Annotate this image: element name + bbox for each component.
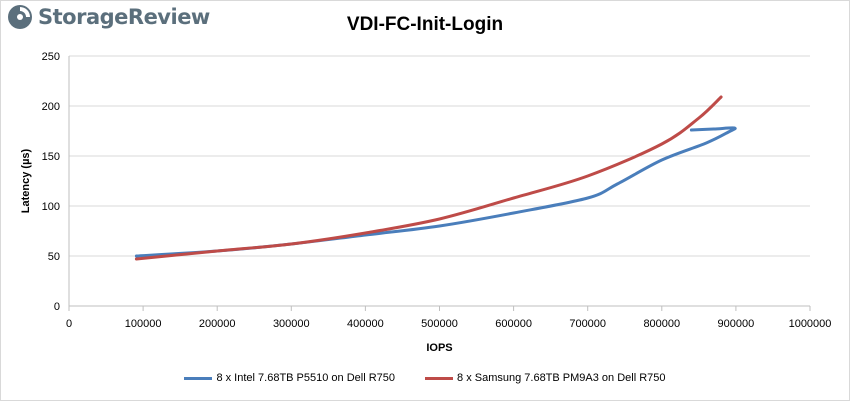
x-tick-label: 100000 <box>125 318 162 330</box>
brand-logo: StorageReview <box>7 4 210 30</box>
y-axis-label: Latency (µs) <box>20 148 32 213</box>
y-tick-label: 200 <box>42 101 60 113</box>
x-tick-label: 300000 <box>273 318 310 330</box>
chart-title: VDI-FC-Init-Login <box>346 14 504 35</box>
legend-item-samsung: 8 x Samsung 7.68TB PM9A3 on Dell R750 <box>425 372 666 384</box>
y-tick-label: 100 <box>42 201 60 213</box>
y-tick-label: 150 <box>42 151 60 163</box>
series-line-intel <box>134 126 737 258</box>
x-tick-label: 200000 <box>199 318 236 330</box>
x-tick-label: 1000000 <box>789 318 832 330</box>
x-tick-label: 700000 <box>569 318 606 330</box>
series-line-samsung <box>134 95 723 261</box>
legend-label-samsung: 8 x Samsung 7.68TB PM9A3 on Dell R750 <box>457 372 666 384</box>
x-tick-label: 600000 <box>495 318 532 330</box>
x-axis-label: IOPS <box>426 342 452 354</box>
legend-swatch-intel <box>184 376 213 380</box>
y-tick-label: 250 <box>42 51 60 63</box>
y-tick-label: 0 <box>54 301 60 313</box>
legend-label-intel: 8 x Intel 7.68TB P5510 on Dell R750 <box>216 372 396 384</box>
y-tick-label: 50 <box>48 251 60 263</box>
legend-item-intel: 8 x Intel 7.68TB P5510 on Dell R750 <box>184 372 395 384</box>
x-tick-label: 400000 <box>347 318 384 330</box>
brand-name: StorageReview <box>38 5 210 29</box>
chart-legend: 8 x Intel 7.68TB P5510 on Dell R750 8 x … <box>0 372 850 384</box>
x-tick-label: 500000 <box>421 318 458 330</box>
x-tick-label: 900000 <box>718 318 755 330</box>
legend-swatch-samsung <box>425 376 454 380</box>
x-tick-label: 800000 <box>643 318 680 330</box>
x-tick-label: 0 <box>66 318 72 330</box>
storagereview-logo-icon <box>8 5 32 29</box>
